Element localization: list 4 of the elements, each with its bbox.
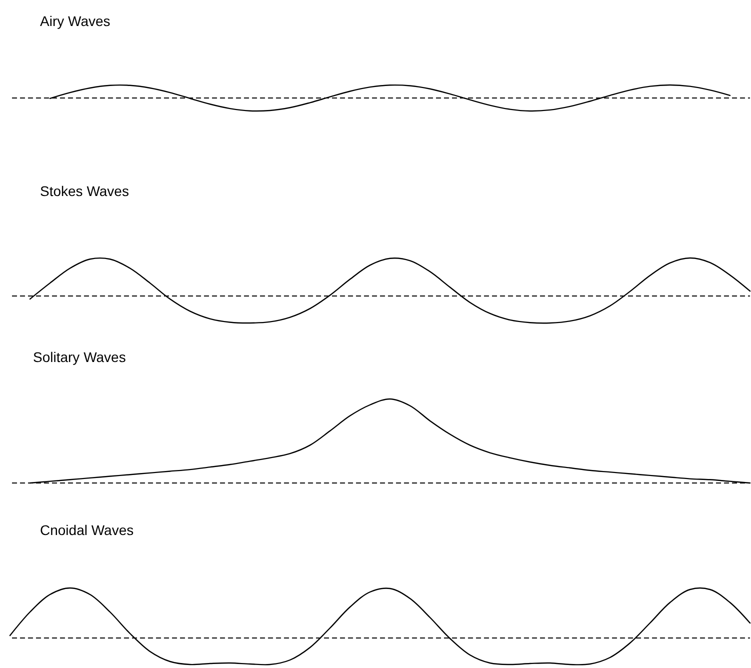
chart-title: Airy Waves: [40, 13, 110, 29]
chart-title: Stokes Waves: [40, 183, 129, 199]
chart-title: Solitary Waves: [33, 349, 126, 365]
chart-title: Cnoidal Waves: [40, 522, 134, 538]
